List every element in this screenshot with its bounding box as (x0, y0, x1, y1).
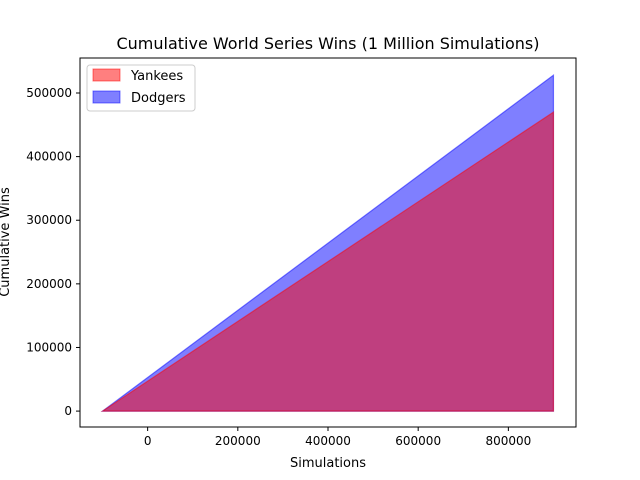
y-tick-label: 400000 (26, 150, 72, 164)
legend-swatch-dodgers (92, 90, 121, 104)
y-tick-label: 0 (64, 404, 72, 418)
chart-title: Cumulative World Series Wins (1 Million … (116, 34, 539, 53)
y-tick-label: 200000 (26, 277, 72, 291)
y-axis-ticks: 0 100000 200000 300000 400000 500000 (26, 86, 80, 418)
y-tick-label: 300000 (26, 213, 72, 227)
x-tick-label: 400000 (305, 434, 351, 448)
x-tick-label: 600000 (395, 434, 441, 448)
x-tick-label: 200000 (215, 434, 261, 448)
x-axis-label: Simulations (290, 456, 366, 471)
series-layer (100, 73, 555, 412)
series-area-yankees (100, 110, 555, 412)
x-tick-label: 800000 (485, 434, 531, 448)
legend-label-dodgers: Dodgers (131, 91, 186, 106)
legend-label-yankees: Yankees (130, 69, 183, 84)
y-axis-label: Cumulative Wins (0, 187, 13, 297)
x-tick-label: 0 (144, 434, 152, 448)
y-tick-label: 100000 (26, 340, 72, 354)
x-axis-ticks: 0 200000 400000 600000 800000 (144, 427, 531, 448)
y-tick-label: 500000 (26, 86, 72, 100)
legend-swatch-yankees (92, 68, 121, 82)
legend: Yankees Dodgers (86, 64, 196, 112)
